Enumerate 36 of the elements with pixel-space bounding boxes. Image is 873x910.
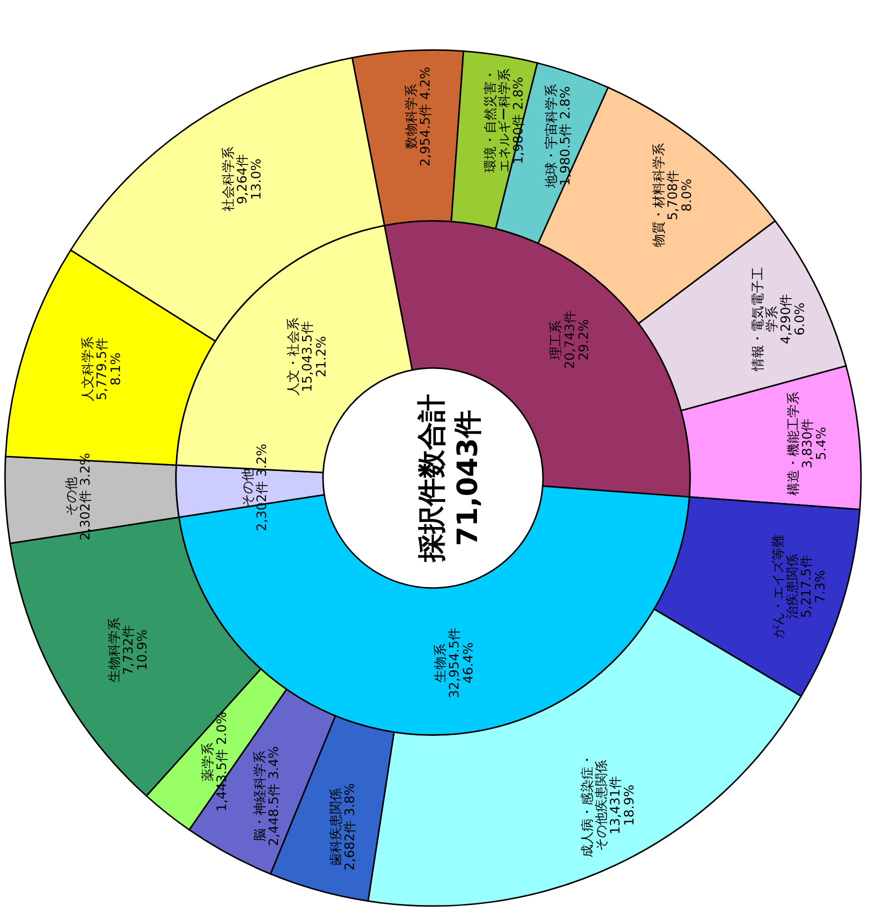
data-label: 4,290件 6.0% bbox=[779, 294, 808, 344]
slice-label: 物質・材料科学系 bbox=[652, 143, 667, 248]
data-label: 2,954.5件 4.2% bbox=[418, 66, 434, 167]
slice-label: 地球・宇宙科学系 bbox=[544, 84, 560, 190]
data-label: 15,043.5件 21.2% bbox=[300, 321, 330, 392]
slice-label: 歯科疾患関係 bbox=[329, 788, 344, 866]
text: 71,043件 bbox=[451, 410, 484, 546]
slice-label: がん・エイズ等難治疾患関係 bbox=[771, 534, 800, 639]
data-label: 1,443.5件 2.0% bbox=[215, 712, 230, 812]
slice-label: 生物系 bbox=[433, 643, 448, 682]
data-label: 5,779.5件 8.1% bbox=[94, 338, 124, 400]
data-label: 7,732件 10.9% bbox=[121, 624, 150, 676]
slice-label: 人文・社会系 bbox=[286, 318, 302, 396]
data-label: 2,448.5件 3.4% bbox=[267, 746, 282, 846]
slice-label: 構造・機能工学系 bbox=[786, 391, 802, 496]
slice-label: 理工系 bbox=[548, 320, 564, 360]
data-label: 32,954.5件 46.4% bbox=[447, 627, 476, 698]
slice-label: 薬学系 bbox=[201, 742, 216, 782]
slice-label: 数物科学系 bbox=[404, 84, 420, 150]
data-label: 5,708件 8.0% bbox=[666, 170, 695, 220]
data-label: 13,431件 18.9% bbox=[608, 776, 638, 835]
data-label: 1,980.5件 2.8% bbox=[558, 86, 574, 186]
slice-label: 成人病・感染症・その他疾患関係 bbox=[580, 753, 610, 858]
data-label: 20,743件 29.2% bbox=[562, 310, 592, 370]
slice-label: 情報・電気電子工学系 bbox=[751, 267, 780, 372]
slice-label: 生物科学系 bbox=[107, 618, 122, 683]
data-label: 3,830件 5.4% bbox=[800, 418, 830, 469]
slice-label: 環境・自然災害・エネルギー科学系 bbox=[482, 68, 512, 173]
slice-label: 社会科学系 bbox=[222, 146, 237, 212]
data-label: 9,264件 13.0% bbox=[236, 154, 265, 204]
data-label: 2,682件 3.8% bbox=[343, 783, 358, 870]
data-label: 5,217.5件 7.3% bbox=[799, 555, 828, 618]
slice-label: 脳・神経科学系 bbox=[253, 750, 268, 842]
slice-label: その他 bbox=[64, 477, 80, 516]
slice-label: 人文科学系 bbox=[80, 336, 96, 402]
text: 採択件数合計 bbox=[415, 394, 448, 563]
